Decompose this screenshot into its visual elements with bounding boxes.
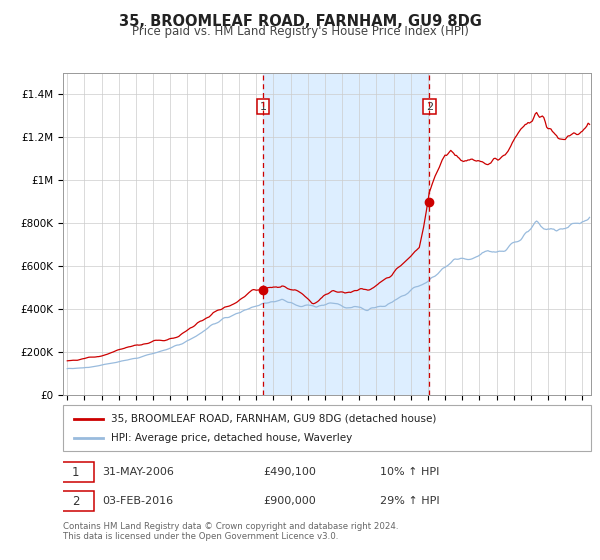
Text: 1: 1 [72,465,79,479]
FancyBboxPatch shape [63,405,591,451]
Text: 03-FEB-2016: 03-FEB-2016 [103,496,174,506]
Bar [263,73,429,395]
Text: Contains HM Land Registry data © Crown copyright and database right 2024.
This d: Contains HM Land Registry data © Crown c… [63,522,398,542]
Text: 2: 2 [72,494,79,507]
Text: Price paid vs. HM Land Registry's House Price Index (HPI): Price paid vs. HM Land Registry's House … [131,25,469,38]
Text: 35, BROOMLEAF ROAD, FARNHAM, GU9 8DG (detached house): 35, BROOMLEAF ROAD, FARNHAM, GU9 8DG (de… [110,414,436,424]
Text: 2: 2 [425,101,433,111]
Text: 1: 1 [260,101,267,111]
Text: HPI: Average price, detached house, Waverley: HPI: Average price, detached house, Wave… [110,433,352,444]
FancyBboxPatch shape [58,463,94,482]
FancyBboxPatch shape [58,491,94,511]
Text: 10% ↑ HPI: 10% ↑ HPI [380,467,439,477]
Text: 31-MAY-2006: 31-MAY-2006 [103,467,175,477]
Text: 35, BROOMLEAF ROAD, FARNHAM, GU9 8DG: 35, BROOMLEAF ROAD, FARNHAM, GU9 8DG [119,14,481,29]
Text: £490,100: £490,100 [263,467,317,477]
Text: £900,000: £900,000 [263,496,316,506]
Text: 29% ↑ HPI: 29% ↑ HPI [380,496,439,506]
